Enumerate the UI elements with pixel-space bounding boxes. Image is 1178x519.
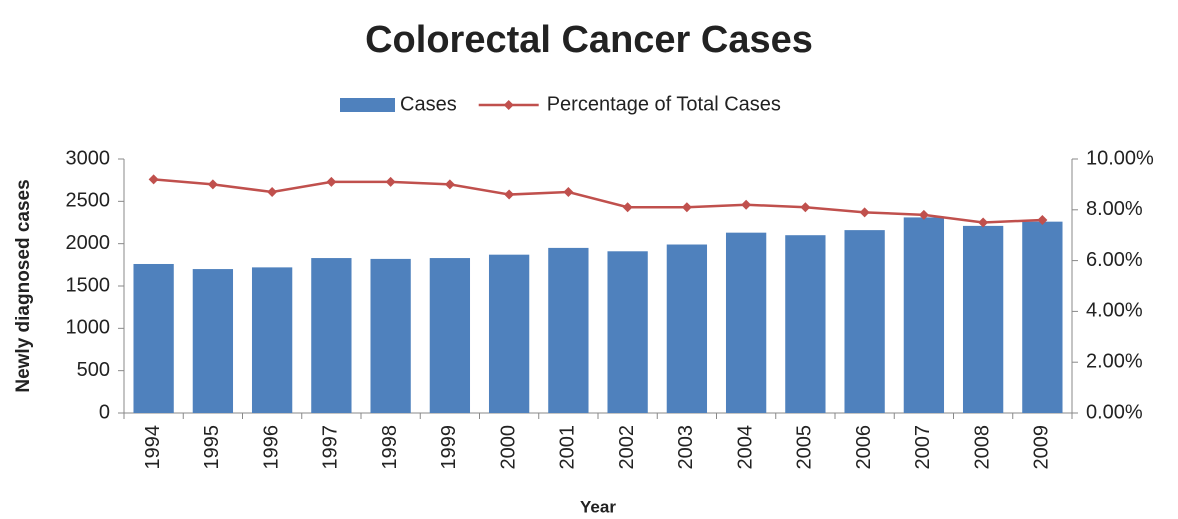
y2-tick-label: 0.00% xyxy=(1086,401,1143,423)
y-axis-label: Newly diagnosed cases xyxy=(13,179,34,392)
line-marker xyxy=(741,199,752,210)
x-tick-label: 1994 xyxy=(142,425,164,470)
line-marker xyxy=(918,209,929,220)
line-marker xyxy=(385,176,396,187)
y2-tick-label: 10.00% xyxy=(1086,147,1154,169)
bar xyxy=(725,232,767,413)
y-tick-label: 500 xyxy=(77,359,110,381)
legend-label: Cases xyxy=(400,93,457,115)
y2-tick-label: 8.00% xyxy=(1086,198,1143,220)
bar xyxy=(488,254,530,413)
bar xyxy=(429,258,471,413)
line-marker xyxy=(681,202,692,213)
y2-tick-label: 6.00% xyxy=(1086,249,1143,271)
x-tick-label: 1996 xyxy=(260,425,282,470)
y-tick-label: 2000 xyxy=(66,232,111,254)
legend-label: Percentage of Total Cases xyxy=(547,93,781,115)
x-tick-label: 2005 xyxy=(794,425,816,470)
y-tick-label: 3000 xyxy=(66,147,111,169)
x-tick-label: 1999 xyxy=(438,425,460,470)
bar xyxy=(370,258,411,413)
line-marker xyxy=(1037,214,1048,225)
line-marker xyxy=(622,202,633,213)
line-marker xyxy=(563,187,574,198)
x-tick-label: 2000 xyxy=(497,425,519,470)
y-tick-label: 2500 xyxy=(66,190,111,212)
line xyxy=(153,178,1043,224)
bar xyxy=(192,269,234,413)
x-tick-label: 2008 xyxy=(971,425,993,470)
x-tick-label: 2003 xyxy=(675,425,697,470)
line-marker xyxy=(326,176,337,187)
x-tick-label: 2007 xyxy=(912,425,934,470)
bar xyxy=(133,263,174,413)
bar xyxy=(666,244,708,413)
bar xyxy=(785,235,826,413)
line-marker xyxy=(207,179,218,190)
legend-swatch xyxy=(340,98,395,112)
y-tick-label: 1000 xyxy=(66,317,111,339)
x-tick-label: 2001 xyxy=(557,425,579,470)
x-tick-label: 2006 xyxy=(853,425,875,470)
line-marker xyxy=(978,217,989,228)
chart-title: Colorectal Cancer Cases xyxy=(365,19,813,61)
line-marker xyxy=(800,202,811,213)
line-marker xyxy=(267,187,278,198)
y-tick-label: 1500 xyxy=(66,274,111,296)
line-marker xyxy=(444,179,455,190)
bar xyxy=(311,258,352,413)
bar xyxy=(962,225,1004,413)
x-tick-label: 2002 xyxy=(616,425,638,470)
y-tick-label: 0 xyxy=(99,401,110,423)
line-marker xyxy=(504,189,515,200)
x-tick-label: 2004 xyxy=(734,425,756,470)
y2-tick-label: 4.00% xyxy=(1086,300,1143,322)
x-tick-label: 1997 xyxy=(320,425,342,470)
legend-marker xyxy=(503,100,514,110)
x-tick-label: 1995 xyxy=(201,425,223,470)
bar xyxy=(903,217,945,413)
y2-tick-label: 2.00% xyxy=(1086,350,1143,372)
bar xyxy=(548,247,589,413)
bar xyxy=(844,230,885,413)
x-tick-label: 2009 xyxy=(1031,425,1053,470)
x-tick-label: 1998 xyxy=(379,425,401,470)
bar xyxy=(1022,221,1063,413)
line-marker xyxy=(859,207,870,218)
bar xyxy=(251,267,293,413)
x-axis-label: Year xyxy=(580,497,616,516)
line-marker xyxy=(148,174,159,185)
bar xyxy=(607,251,648,413)
